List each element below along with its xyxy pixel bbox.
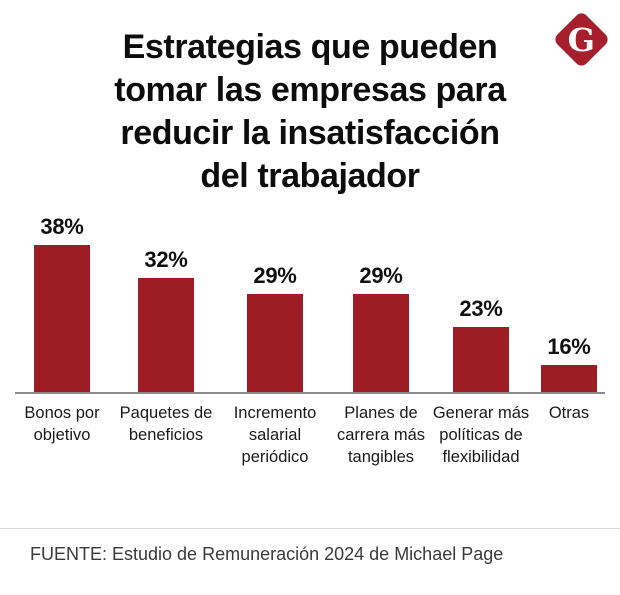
- bar-chart: 38% 32% 29% 29% 23% 16% Bonos por objetivo Paq…: [0, 200, 620, 530]
- bar: [247, 294, 303, 392]
- category-label: Bonos por objetivo: [24, 404, 100, 444]
- bar-column: 29%: [220, 263, 330, 392]
- category-label: Planes de carrera más tangibles: [336, 404, 426, 466]
- bar-value-label: 29%: [359, 263, 403, 288]
- bar-column: 23%: [426, 296, 536, 392]
- bar-value-label: 32%: [144, 247, 188, 272]
- footer-divider: [0, 528, 620, 529]
- bar-value-label: 29%: [253, 263, 297, 288]
- bar-column: 32%: [111, 247, 221, 392]
- bar: [353, 294, 409, 392]
- source-note: FUENTE: Estudio de Remuneración 2024 de …: [30, 544, 504, 564]
- bar-column: 29%: [326, 263, 436, 392]
- chart-title: Estrategias que pueden tomar las empresa…: [114, 28, 506, 195]
- x-axis-line: [15, 392, 605, 394]
- bar: [453, 327, 509, 392]
- chart-plot-area: 38% 32% 29% 29% 23% 16%: [0, 200, 620, 392]
- category-label: Paquetes de beneficios: [119, 404, 213, 444]
- bar: [34, 245, 90, 392]
- bar-value-label: 16%: [547, 334, 591, 359]
- category-label: Generar más políticas de flexibilidad: [432, 404, 530, 466]
- category-label: Otras: [548, 404, 590, 422]
- bar-column: 16%: [514, 334, 620, 392]
- category-label: Incremento salarial periódico: [233, 404, 317, 466]
- bar: [541, 365, 597, 392]
- bar-value-label: 23%: [459, 296, 503, 321]
- bar-column: 38%: [7, 214, 117, 392]
- bar: [138, 278, 194, 392]
- bar-value-label: 38%: [40, 214, 84, 239]
